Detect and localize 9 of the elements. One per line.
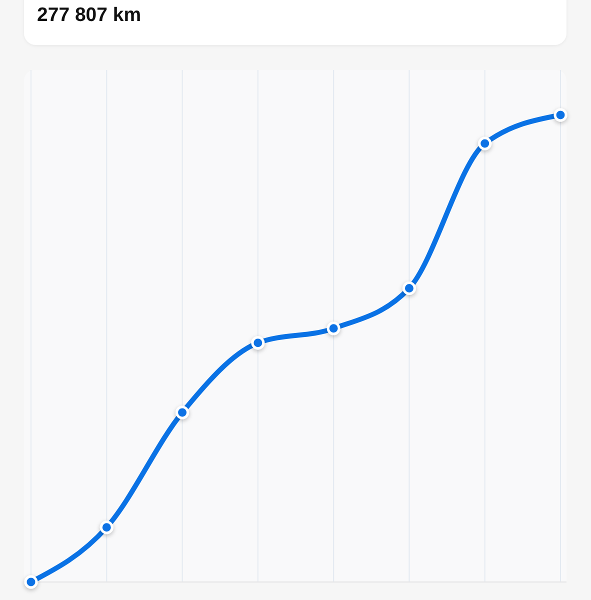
point <box>100 520 114 534</box>
point <box>402 282 416 296</box>
point <box>554 108 568 122</box>
point <box>326 322 340 336</box>
chart-title: 277 807 km <box>37 4 142 26</box>
point <box>478 136 492 150</box>
point <box>251 336 265 350</box>
point <box>24 575 38 589</box>
point <box>176 406 190 420</box>
